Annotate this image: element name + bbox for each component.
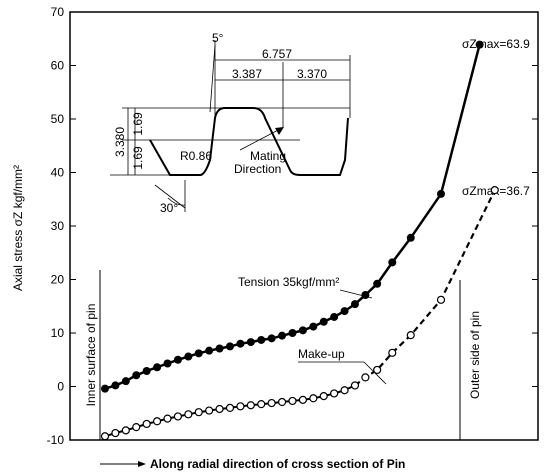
tension-point bbox=[153, 363, 162, 372]
tension-point bbox=[298, 326, 307, 335]
y-tick-label: 0 bbox=[57, 380, 64, 394]
tension-point bbox=[350, 300, 359, 309]
thread-profile-inset: 5° 6.757 3.387 3.370 3.380 1.69 1.69 R0.… bbox=[110, 31, 351, 215]
tension-point bbox=[236, 339, 245, 348]
makeup-point bbox=[194, 408, 203, 417]
makeup-point bbox=[388, 348, 397, 357]
inset-angle-top: 5° bbox=[212, 31, 224, 45]
y-tick-label: 30 bbox=[51, 219, 65, 233]
tension-point bbox=[267, 334, 276, 343]
tension-point bbox=[373, 279, 382, 288]
makeup-point bbox=[152, 417, 162, 426]
inset-dim-right: 3.370 bbox=[297, 67, 327, 81]
inset-dim-left: 3.387 bbox=[232, 67, 262, 81]
outer-side-label: Outer side of pin bbox=[468, 311, 482, 399]
makeup-point bbox=[215, 404, 224, 414]
tension-point bbox=[101, 384, 109, 393]
tension-point bbox=[121, 377, 130, 386]
makeup-point bbox=[121, 426, 130, 435]
max-tension-label: σZmax=63.9 bbox=[462, 37, 530, 51]
y-axis: -10 0 10 20 30 40 50 60 70 bbox=[47, 5, 538, 447]
makeup-point bbox=[350, 381, 360, 390]
inset-direction: Direction bbox=[234, 162, 281, 176]
makeup-point bbox=[330, 389, 339, 398]
y-axis-label: Axial stress σZ kgf/mm² bbox=[11, 165, 25, 291]
inset-radius: R0.86 bbox=[180, 149, 212, 163]
makeup-point bbox=[246, 401, 255, 410]
makeup-point bbox=[184, 410, 193, 419]
makeup-point bbox=[142, 419, 151, 429]
tension-point bbox=[184, 352, 193, 361]
makeup-point bbox=[267, 398, 276, 408]
tension-point bbox=[246, 338, 255, 347]
makeup-point bbox=[111, 428, 120, 438]
tension-point bbox=[194, 349, 203, 358]
tension-point bbox=[132, 371, 141, 380]
tension-point bbox=[406, 233, 415, 242]
series-layer bbox=[100, 40, 499, 441]
makeup-point bbox=[361, 373, 370, 382]
x-axis-label: Along radial direction of cross section … bbox=[150, 457, 405, 471]
tension-point bbox=[361, 291, 370, 300]
makeup-point bbox=[436, 295, 446, 304]
inset-dim-h2: 1.69 bbox=[131, 146, 145, 170]
makeup-point bbox=[298, 395, 308, 404]
tension-point bbox=[309, 322, 318, 331]
tension-point bbox=[111, 381, 120, 390]
makeup-point bbox=[205, 406, 214, 415]
tension-point bbox=[225, 342, 234, 351]
makeup-point bbox=[319, 392, 328, 401]
makeup-point bbox=[132, 423, 141, 432]
y-tick-label: 20 bbox=[51, 273, 65, 287]
inner-surface-label: Inner surface of pin bbox=[84, 304, 98, 407]
makeup-point bbox=[277, 397, 287, 407]
makeup-point bbox=[100, 432, 110, 441]
tension-point bbox=[340, 307, 349, 316]
tension-point bbox=[437, 189, 445, 198]
makeup-point bbox=[225, 403, 235, 412]
tension-point bbox=[278, 331, 287, 340]
tension-point bbox=[173, 355, 182, 364]
y-tick-label: 60 bbox=[51, 59, 65, 73]
makeup-label: Make-up bbox=[298, 347, 345, 361]
tension-point bbox=[288, 329, 297, 337]
makeup-point bbox=[406, 331, 415, 340]
tension-point bbox=[205, 346, 214, 355]
inset-dim-total: 6.757 bbox=[262, 47, 292, 61]
makeup-point bbox=[340, 386, 349, 395]
y-tick-label: 40 bbox=[51, 166, 65, 180]
tension-label: Tension 35kgf/mm² bbox=[238, 275, 339, 289]
makeup-point bbox=[309, 394, 318, 403]
makeup-point bbox=[236, 402, 245, 411]
inset-mating: Mating bbox=[250, 149, 286, 163]
y-tick-label: 50 bbox=[51, 112, 65, 126]
tension-point bbox=[142, 366, 151, 375]
y-tick-label: -10 bbox=[47, 433, 65, 447]
y-tick-label: 10 bbox=[51, 326, 65, 340]
tension-line bbox=[104, 44, 481, 390]
makeup-max-point bbox=[490, 186, 499, 195]
y-tick-label: 70 bbox=[51, 5, 65, 19]
makeup-point bbox=[163, 414, 172, 423]
tension-point bbox=[163, 359, 172, 368]
tension-point bbox=[319, 317, 328, 326]
makeup-point bbox=[257, 400, 266, 409]
inset-angle-bottom: 30° bbox=[160, 201, 178, 215]
tension-max-point bbox=[475, 40, 484, 49]
tension-point bbox=[330, 312, 339, 321]
makeup-point bbox=[173, 412, 183, 421]
makeup-point bbox=[288, 396, 297, 406]
tension-point bbox=[257, 335, 266, 344]
inset-dim-height: 3.380 bbox=[113, 127, 127, 157]
tension-point bbox=[215, 344, 224, 353]
inset-dim-h1: 1.69 bbox=[131, 112, 145, 136]
x-axis-label-group: Along radial direction of cross section … bbox=[100, 457, 405, 471]
tension-point bbox=[388, 258, 397, 267]
makeup-point bbox=[373, 365, 382, 375]
